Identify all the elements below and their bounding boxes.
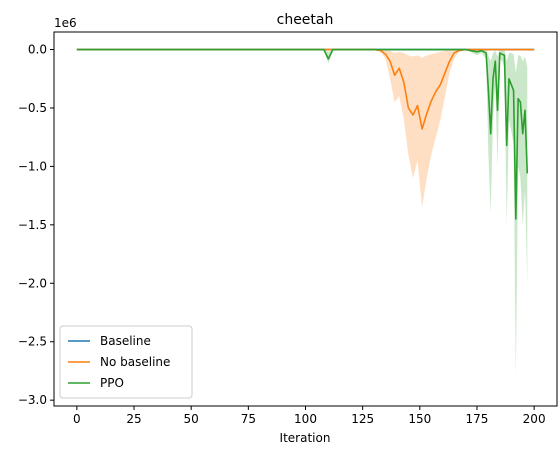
x-tick-label: 100: [294, 412, 317, 426]
y-tick-label: −1.0: [18, 159, 47, 173]
series-band-no-baseline: [76, 49, 535, 208]
y-tick-label: −3.0: [18, 393, 47, 407]
y-tick-label: −1.5: [18, 218, 47, 232]
chart-title: cheetah: [277, 12, 334, 28]
y-tick-label: 0.0: [28, 43, 47, 57]
x-tick-label: 200: [523, 412, 546, 426]
x-tick-label: 175: [466, 412, 489, 426]
x-tick-label: 50: [184, 412, 199, 426]
legend-label: PPO: [100, 376, 124, 390]
x-tick-label: 150: [408, 412, 431, 426]
y-tick-label: −0.5: [18, 101, 47, 115]
legend-label: No baseline: [100, 355, 170, 369]
legend-box: [59, 325, 193, 399]
x-axis-label: Iteration: [280, 431, 331, 445]
y-tick-label: −2.5: [18, 335, 47, 349]
x-tick-label: 125: [351, 412, 374, 426]
series-line-no-baseline: [76, 48, 535, 130]
x-tick-label: 0: [73, 412, 81, 426]
legend: Baseline No baseline PPO: [59, 325, 193, 399]
x-tick-label: 75: [241, 412, 256, 426]
y-tick-label: −2.0: [18, 276, 47, 290]
series-line-ppo: [76, 48, 529, 220]
y-axis-offset-label: 1e6: [54, 16, 77, 30]
legend-label: Baseline: [100, 334, 151, 348]
x-tick-label: 25: [126, 412, 141, 426]
